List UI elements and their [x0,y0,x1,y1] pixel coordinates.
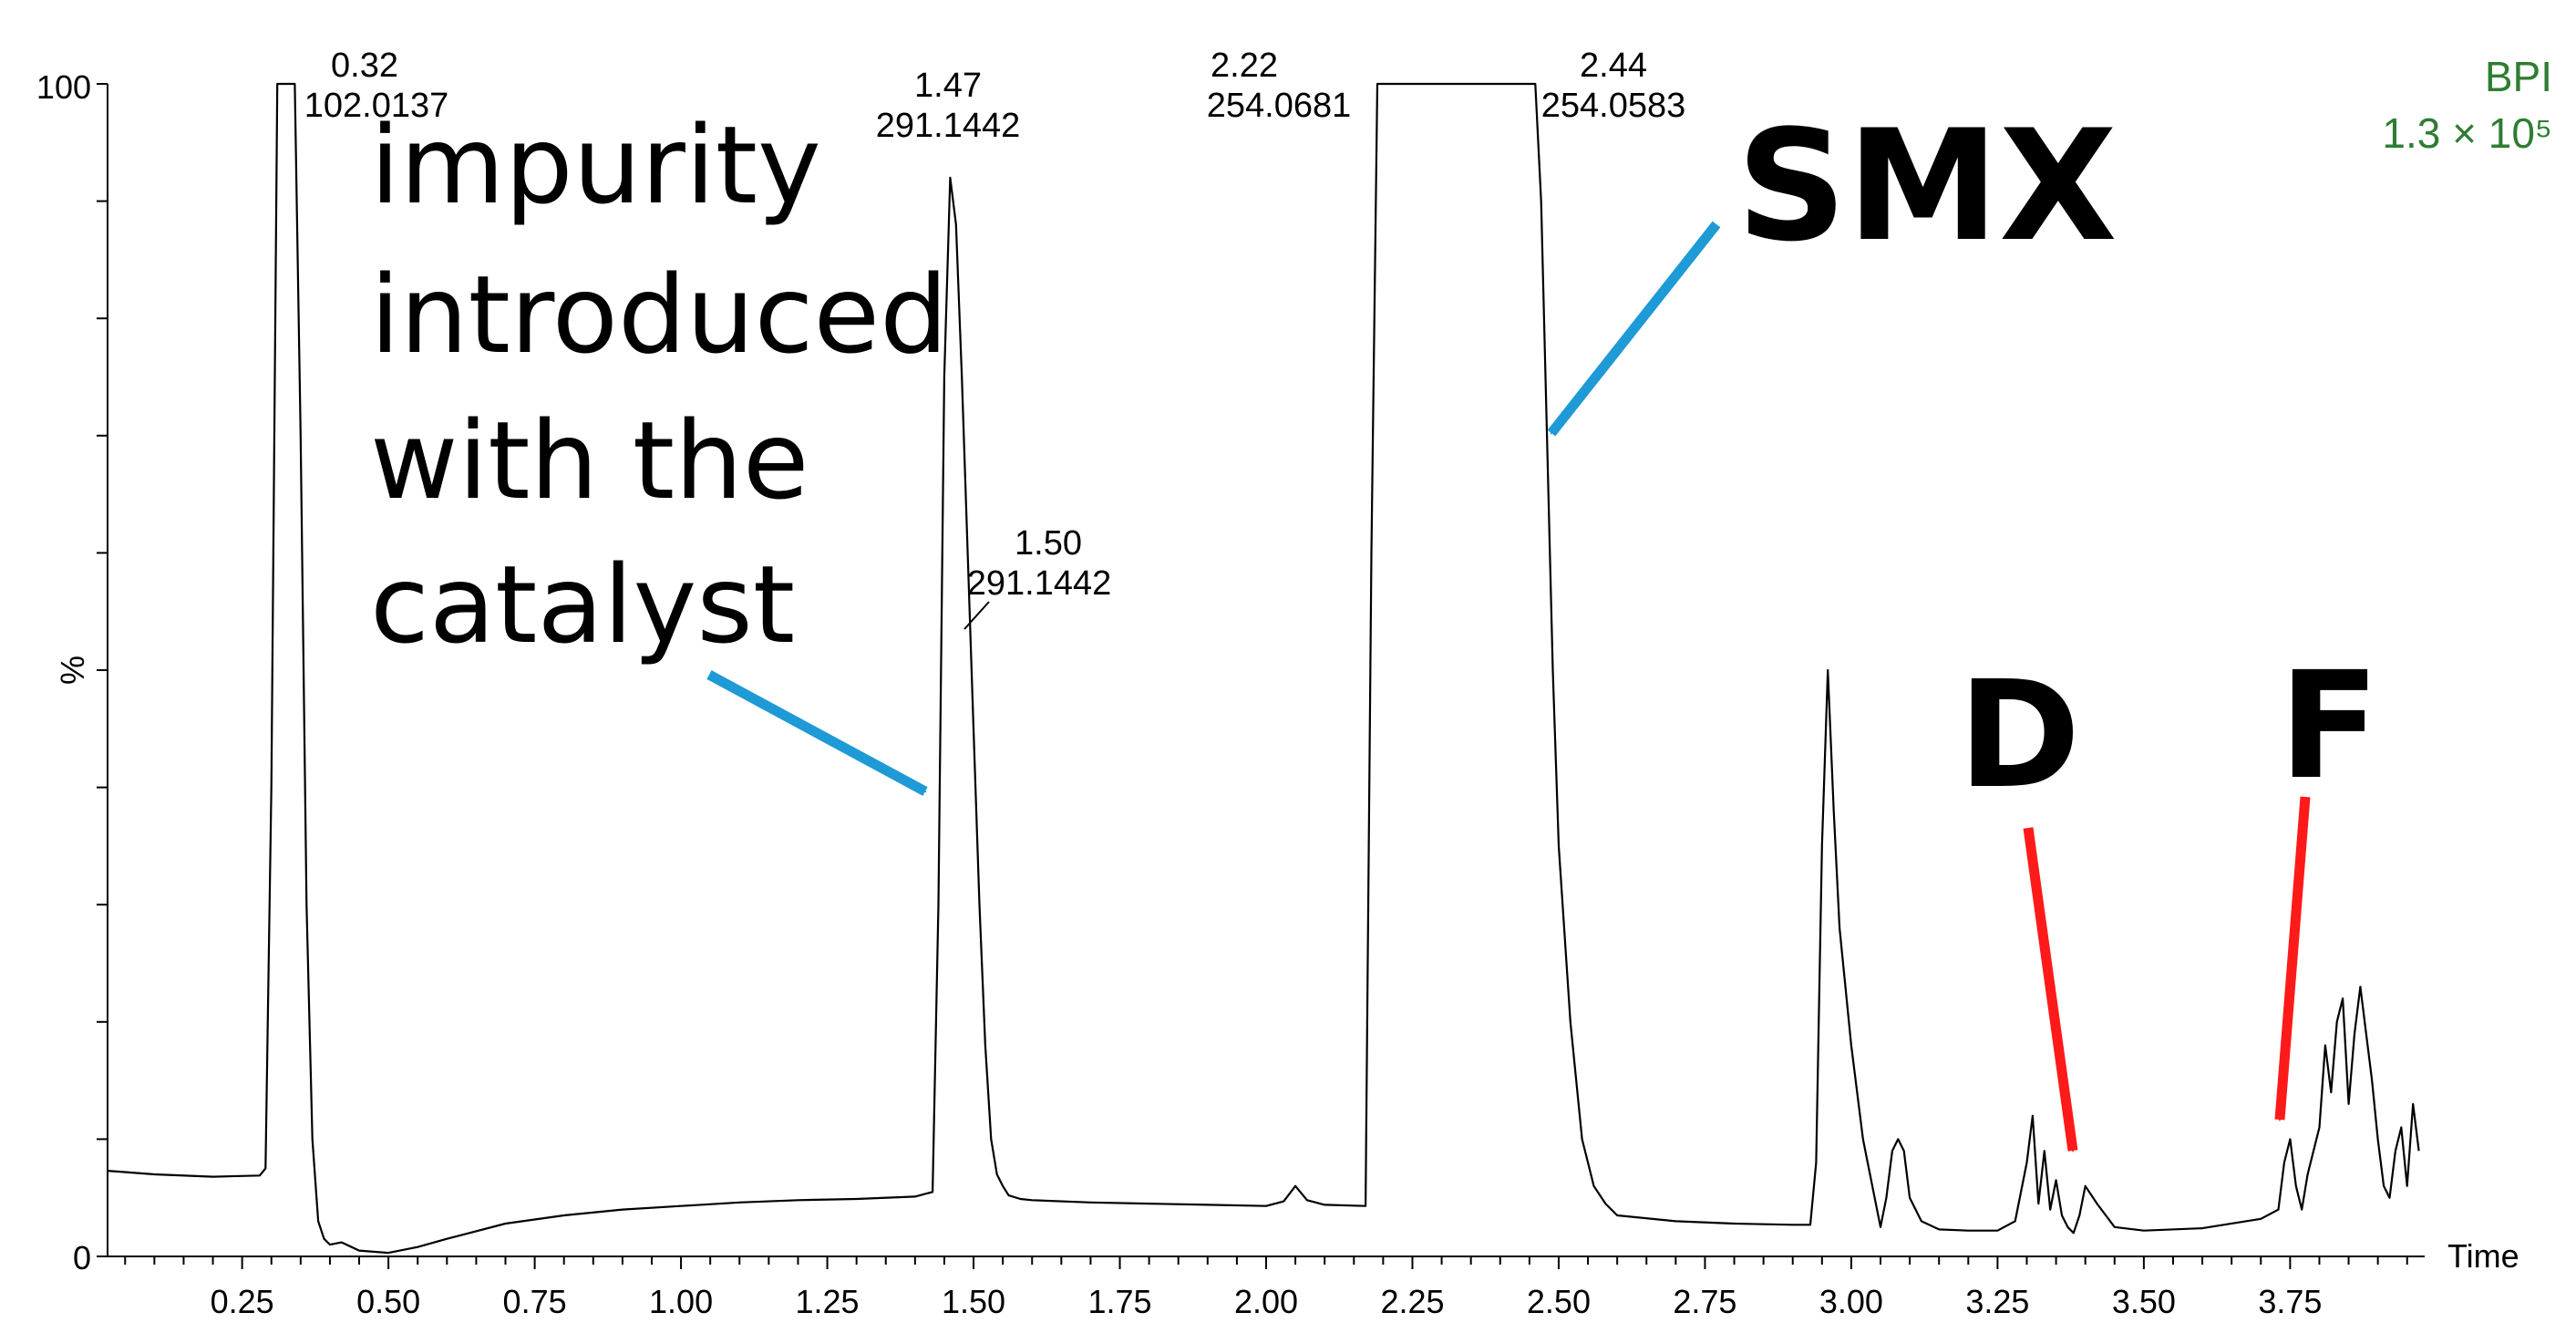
legend-bpi: BPI [2485,53,2552,100]
peak-label-mz-4: 254.0681 [1207,87,1352,125]
x-tick-label: 3.75 [2258,1283,2322,1320]
x-tick-label: 2.25 [1380,1283,1444,1320]
peak-label-mz-2: 291.1442 [876,107,1021,145]
x-tick-label: 2.00 [1234,1283,1298,1320]
x-tick-label: 1.25 [796,1283,860,1320]
peak-label-time-2: 1.47 [914,67,982,105]
peak-label-time-1: 0.32 [331,46,398,85]
x-tick-label: 1.50 [942,1283,1005,1320]
x-axis-ticks: 0.25 0.50 0.75 1.00 1.25 1.50 1.75 2.00 2.25 2.50… [124,1256,2408,1320]
x-tick-label: 3.25 [1965,1283,2029,1320]
annotation-d: D [1958,650,2080,822]
peak-label-mz-5: 254.0583 [1541,87,1686,125]
d-arrow [2023,827,2078,1152]
x-tick-label: 2.50 [1527,1283,1591,1320]
annotation-impurity-line-4: catalyst [370,542,795,667]
series-line-bpi [107,82,2420,1255]
impurity-arrow [706,670,928,796]
annotation-impurity-line-2: introduced [370,252,948,377]
peak-label-time-4: 2.22 [1211,46,1278,85]
peak-label-time-5: 2.44 [1580,46,1647,85]
x-tick-label: 2.75 [1673,1283,1736,1320]
annotation-f: F [2279,641,2380,812]
annotation-smx: SMX [1736,97,2117,275]
peak-label-mz-3: 291.1442 [967,564,1112,603]
smx-arrow [1547,221,1721,437]
x-tick-label: 3.00 [1819,1283,1883,1320]
x-tick-label: 1.00 [649,1283,713,1320]
peak-label-time-3: 1.50 [1015,524,1082,563]
peak-label-mz-1: 102.0137 [304,87,449,125]
x-tick-label: 0.75 [503,1283,567,1320]
y-axis-label: % [54,656,91,685]
annotation-impurity-line-1: impurity [370,102,821,228]
x-tick-label: 0.25 [211,1283,274,1320]
annotation-impurity-line-3: with the [370,398,809,523]
x-tick-label: 3.50 [2112,1283,2176,1320]
x-axis-label: Time [2447,1237,2519,1275]
y-tick-label-100: 100 [36,68,91,106]
y-tick-label-0: 0 [73,1239,91,1276]
peak-label-leader-3 [963,601,990,630]
f-arrow [2274,796,2311,1121]
y-axis-ticks [97,83,108,1257]
x-tick-label: 0.50 [356,1283,420,1320]
x-tick-label: 1.75 [1087,1283,1151,1320]
legend-scale: 1.3 × 10⁵ [2382,109,2552,157]
